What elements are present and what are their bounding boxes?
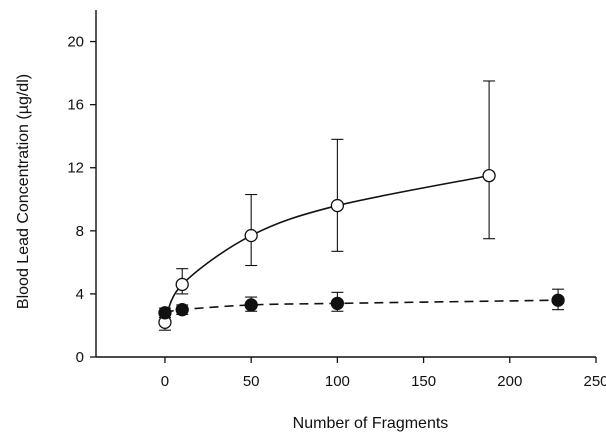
x-tick-label: 50	[243, 373, 260, 390]
x-tick-label: 250	[583, 373, 606, 390]
data-point	[330, 296, 345, 311]
y-tick-label: 8	[76, 223, 84, 240]
data-point	[551, 293, 565, 307]
series-layer	[158, 80, 565, 331]
x-tick-label: 0	[161, 373, 169, 390]
y-tick-label: 12	[67, 160, 84, 177]
x-tick-label: 100	[325, 373, 350, 390]
data-point	[330, 198, 345, 213]
series-line	[164, 174, 490, 323]
series-1	[158, 80, 496, 331]
y-tick-label: 0	[76, 349, 84, 366]
x-tick-label: 150	[411, 373, 436, 390]
series-2	[158, 288, 565, 320]
data-point	[244, 228, 258, 243]
data-point	[244, 298, 258, 312]
data-point	[175, 277, 189, 292]
x-axis-title: Number of Fragments	[293, 415, 449, 432]
y-tick-label: 16	[67, 97, 84, 114]
y-tick-label: 20	[67, 34, 84, 51]
x-tick-label: 200	[497, 373, 522, 390]
data-point	[482, 168, 496, 183]
y-axis-title: Blood Lead Concentration (µg/dl)	[15, 74, 32, 309]
data-point	[175, 303, 189, 317]
series-line	[164, 299, 559, 314]
data-point	[158, 306, 172, 320]
y-tick-label: 4	[76, 286, 84, 303]
